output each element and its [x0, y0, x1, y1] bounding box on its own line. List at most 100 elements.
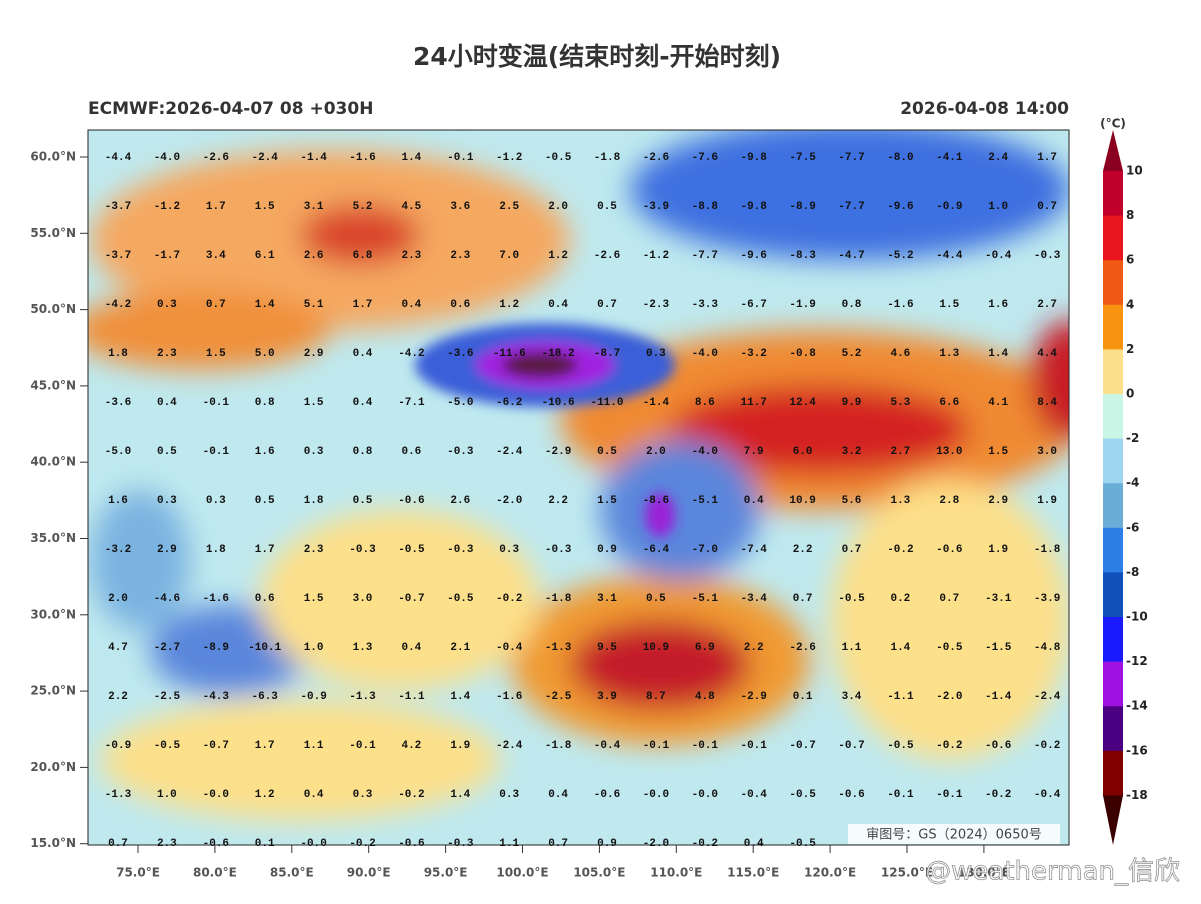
grid-value: 5.0	[255, 348, 275, 360]
grid-value: 0.7	[206, 299, 226, 311]
colorbar-band	[1103, 483, 1123, 529]
grid-value: -0.1	[447, 152, 474, 164]
grid-value: -0.3	[349, 544, 376, 556]
grid-value: -0.3	[545, 544, 572, 556]
grid-value: 6.0	[793, 446, 813, 458]
grid-value: -5.2	[887, 250, 913, 262]
lon-label: 115.0°E	[727, 866, 779, 880]
grid-value: 0.5	[353, 495, 373, 507]
colorbar-band	[1103, 260, 1123, 306]
subtitle-left: ECMWF:2026-04-07 08 +030H	[88, 99, 373, 119]
grid-value: -0.1	[203, 446, 230, 458]
grid-value: -0.0	[300, 838, 326, 850]
grid-value: 0.4	[401, 642, 421, 654]
grid-value: -0.4	[594, 740, 621, 752]
lat-label: 50.0°N	[30, 302, 76, 316]
grid-value: -0.2	[398, 789, 424, 801]
grid-value: -1.4	[643, 397, 670, 409]
grid-value: 0.6	[255, 593, 275, 605]
grid-value: -3.7	[105, 250, 131, 262]
colorbar-label: 4	[1126, 297, 1134, 311]
grid-value: -6.2	[496, 397, 522, 409]
grid-value: -1.3	[545, 642, 572, 654]
grid-value: -7.5	[789, 152, 816, 164]
grid-value: -0.1	[740, 740, 767, 752]
grid-value: 12.4	[789, 397, 816, 409]
grid-value: -2.4	[1034, 691, 1061, 703]
lon-label: 100.0°E	[496, 866, 548, 880]
grid-value: -2.6	[203, 152, 229, 164]
grid-value: -9.6	[887, 201, 913, 213]
grid-value: -0.1	[887, 789, 914, 801]
grid-value: -3.7	[105, 201, 131, 213]
grid-value: -2.0	[643, 838, 669, 850]
grid-value: -2.5	[154, 691, 181, 703]
grid-value: 1.1	[499, 838, 519, 850]
grid-value: -0.1	[692, 740, 719, 752]
grid-value: -0.1	[936, 789, 963, 801]
grid-value: 2.0	[108, 593, 128, 605]
grid-value: 1.2	[548, 250, 568, 262]
grid-value: -3.2	[105, 544, 131, 556]
grid-value: 5.2	[842, 348, 862, 360]
grid-value: 1.7	[1037, 152, 1057, 164]
grid-value: -4.0	[692, 446, 718, 458]
grid-value: -2.6	[789, 642, 815, 654]
grid-value: 0.8	[842, 299, 862, 311]
grid-value: 2.9	[304, 348, 324, 360]
grid-value: 4.6	[890, 348, 910, 360]
grid-value: 2.2	[548, 495, 568, 507]
grid-value: 8.7	[646, 691, 666, 703]
grid-value: -4.3	[203, 691, 230, 703]
grid-value: -0.6	[985, 740, 1011, 752]
grid-value: -0.1	[203, 397, 230, 409]
grid-value: 0.4	[304, 789, 324, 801]
grid-value: -2.3	[643, 299, 670, 311]
grid-value: -0.4	[496, 642, 523, 654]
grid-value: 2.8	[939, 495, 959, 507]
grid-value: 0.9	[597, 544, 617, 556]
colorbar-label: 2	[1126, 342, 1134, 356]
grid-value: 2.3	[304, 544, 324, 556]
colorbar-label: -10	[1126, 610, 1148, 624]
grid-value: 0.4	[353, 348, 373, 360]
grid-value: -2.9	[545, 446, 571, 458]
grid-value: -2.4	[251, 152, 278, 164]
grid-value: -7.7	[838, 152, 864, 164]
grid-value: -0.5	[398, 544, 425, 556]
grid-value: 2.7	[890, 446, 910, 458]
grid-value: 0.5	[597, 201, 617, 213]
grid-value: 1.9	[450, 740, 470, 752]
colorbar-label: 0	[1126, 387, 1134, 401]
grid-value: -1.3	[349, 691, 376, 703]
grid-value: 6.9	[695, 642, 715, 654]
grid-value: 1.5	[988, 446, 1008, 458]
grid-value: -3.6	[105, 397, 131, 409]
grid-value: -8.0	[887, 152, 913, 164]
grid-value: 0.7	[1037, 201, 1057, 213]
grid-value: -0.4	[985, 250, 1012, 262]
colorbar-band	[1103, 438, 1123, 484]
grid-value: 0.3	[157, 299, 177, 311]
grid-value: 1.7	[255, 740, 275, 752]
grid-value: 1.9	[988, 544, 1008, 556]
colorbar-label: 8	[1126, 208, 1134, 222]
grid-value: 2.6	[450, 495, 470, 507]
grid-value: -0.3	[447, 838, 474, 850]
grid-value: 0.3	[157, 495, 177, 507]
colorbar-band	[1103, 394, 1123, 440]
grid-value: -0.4	[1034, 789, 1061, 801]
lat-label: 35.0°N	[30, 531, 76, 545]
grid-value: -9.8	[740, 201, 767, 213]
colorbar-label: -18	[1126, 788, 1148, 802]
grid-value: -0.4	[740, 789, 767, 801]
grid-value: -0.3	[447, 446, 474, 458]
grid-value: -1.2	[496, 152, 522, 164]
grid-value: -0.2	[1034, 740, 1060, 752]
grid-value: 0.4	[548, 299, 568, 311]
grid-value: -4.2	[105, 299, 131, 311]
colorbar-band	[1103, 750, 1123, 796]
grid-value: -0.7	[838, 740, 864, 752]
title: 24小时变温(结束时刻-开始时刻)	[413, 42, 781, 71]
grid-value: -0.2	[349, 838, 375, 850]
